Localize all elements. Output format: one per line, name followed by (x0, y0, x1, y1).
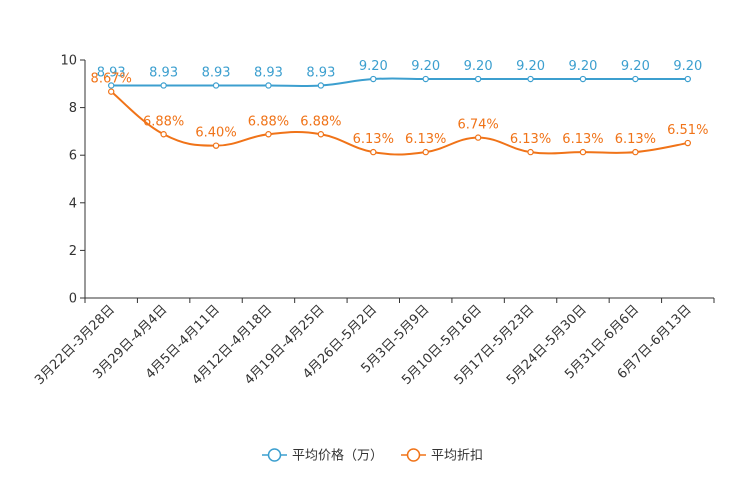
data-point (212, 142, 220, 149)
data-label: 6.13% (510, 132, 551, 147)
legend-item-0[interactable]: 平均价格（万） (262, 448, 383, 464)
data-label: 8.93 (149, 65, 178, 80)
data-point (422, 148, 429, 156)
y-axis-ticks: 0 2 4 6 8 10 (60, 54, 85, 307)
series-points (108, 75, 691, 156)
data-label: 9.20 (516, 59, 545, 74)
data-label: 6.88% (248, 114, 289, 129)
y-tick-label: 6 (69, 149, 77, 164)
data-point (160, 82, 167, 89)
data-point (108, 88, 115, 95)
data-point (474, 75, 482, 83)
data-label: 8.67% (91, 72, 132, 87)
data-point (474, 134, 482, 141)
legend-label: 平均价格（万） (292, 448, 383, 464)
data-point (265, 131, 272, 138)
data-label: 6.13% (405, 132, 446, 147)
data-label: 9.20 (673, 59, 702, 74)
data-point (370, 75, 377, 83)
series-line-1 (110, 90, 688, 156)
x-axis-ticks: 3月22日-3月28日3月29日-4月4日4月5日-4月11日4月12日-4月1… (32, 298, 715, 388)
data-label: 9.20 (568, 59, 597, 74)
y-tick-label: 10 (60, 54, 77, 69)
data-point (579, 148, 587, 156)
legend: 平均价格（万） 平均折扣 (262, 448, 483, 464)
data-point (108, 82, 115, 89)
data-point (265, 82, 272, 89)
data-point (684, 139, 691, 147)
data-label: 8.93 (97, 65, 126, 80)
data-label: 9.20 (411, 59, 440, 74)
y-tick-label: 0 (69, 292, 77, 307)
y-tick-label: 4 (69, 196, 77, 211)
data-point (527, 148, 534, 156)
data-label: 8.93 (306, 65, 335, 80)
legend-marker-icon (267, 448, 282, 462)
data-point (684, 75, 691, 83)
data-point (212, 82, 220, 89)
series-line-0 (111, 77, 688, 88)
y-tick-label: 2 (69, 244, 77, 259)
data-point (317, 131, 325, 138)
legend-item-1[interactable]: 平均折扣 (401, 448, 483, 464)
data-label: 6.13% (562, 132, 603, 147)
data-label: 9.20 (359, 59, 388, 74)
data-point (632, 75, 639, 83)
data-label: 6.74% (457, 118, 498, 133)
data-point (579, 75, 587, 83)
y-tick-label: 8 (69, 101, 77, 116)
data-label: 6.88% (300, 114, 341, 129)
legend-marker-icon (406, 448, 421, 462)
data-point (370, 148, 377, 156)
data-label: 8.93 (254, 65, 283, 80)
data-point (632, 148, 639, 156)
data-point (527, 75, 534, 83)
data-label: 9.20 (621, 59, 650, 74)
series-lines (110, 77, 688, 156)
data-label: 9.20 (464, 59, 493, 74)
data-label: 8.93 (202, 65, 231, 80)
data-label: 6.13% (615, 132, 656, 147)
data-point (422, 75, 429, 83)
data-label: 6.88% (143, 114, 184, 129)
data-label: 6.51% (667, 123, 708, 138)
legend-label: 平均折扣 (431, 449, 483, 464)
data-labels: 8.93 8.93 8.93 8.93 8.93 9.20 9.20 9.20 9.20 9.20… (91, 59, 709, 147)
data-label: 6.40% (195, 126, 236, 141)
data-point (317, 82, 325, 89)
chart-axes (84, 60, 714, 299)
data-point (160, 131, 167, 138)
data-label: 6.13% (353, 132, 394, 147)
